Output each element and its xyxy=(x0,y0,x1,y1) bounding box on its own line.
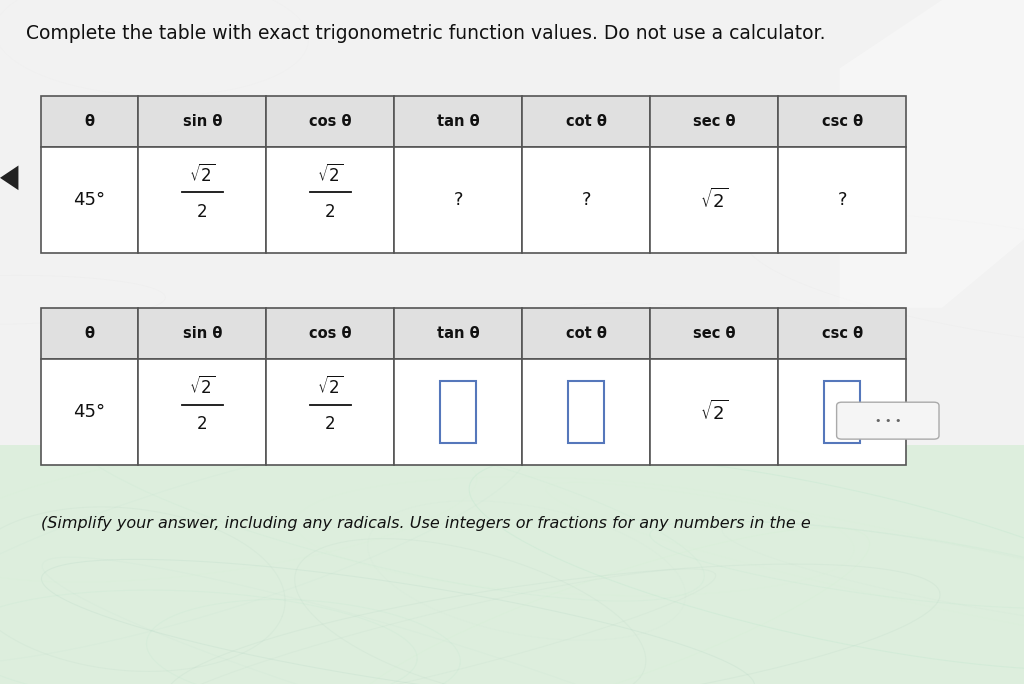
Bar xyxy=(266,308,394,359)
Text: • • •: • • • xyxy=(874,416,901,425)
Bar xyxy=(266,359,394,465)
Text: θ: θ xyxy=(85,114,94,129)
FancyBboxPatch shape xyxy=(837,402,939,439)
Bar xyxy=(440,382,476,443)
Text: ?: ? xyxy=(838,191,847,209)
Text: θ: θ xyxy=(85,326,94,341)
Bar xyxy=(650,308,778,359)
Text: sin θ: sin θ xyxy=(182,114,222,129)
Bar xyxy=(138,359,266,465)
Text: sin θ: sin θ xyxy=(182,326,222,341)
Bar xyxy=(778,147,906,253)
Text: csc θ: csc θ xyxy=(821,114,863,129)
Text: ?: ? xyxy=(582,191,591,209)
Bar xyxy=(778,359,906,465)
Text: $\sqrt{2}$: $\sqrt{2}$ xyxy=(317,376,343,398)
Bar xyxy=(41,147,138,253)
Text: 2: 2 xyxy=(197,415,208,433)
Bar xyxy=(522,308,650,359)
Bar xyxy=(0,445,1024,684)
Bar xyxy=(650,147,778,253)
Bar xyxy=(650,359,778,465)
Bar xyxy=(650,96,778,147)
Text: tan θ: tan θ xyxy=(437,326,479,341)
Text: ?: ? xyxy=(454,191,463,209)
Bar xyxy=(778,96,906,147)
Bar xyxy=(824,382,860,443)
Text: (Simplify your answer, including any radicals. Use integers or fractions for any: (Simplify your answer, including any rad… xyxy=(41,516,811,531)
Bar xyxy=(394,308,522,359)
Bar xyxy=(41,96,138,147)
Text: cot θ: cot θ xyxy=(566,326,606,341)
Bar xyxy=(138,147,266,253)
Bar xyxy=(41,359,138,465)
Text: 2: 2 xyxy=(325,415,336,433)
Bar xyxy=(522,96,650,147)
Text: csc θ: csc θ xyxy=(821,326,863,341)
Text: $\sqrt{2}$: $\sqrt{2}$ xyxy=(189,376,215,398)
Bar xyxy=(138,308,266,359)
Bar xyxy=(568,382,604,443)
Text: cot θ: cot θ xyxy=(566,114,606,129)
Text: $\sqrt{2}$: $\sqrt{2}$ xyxy=(700,188,728,212)
Text: 45°: 45° xyxy=(74,403,105,421)
Text: $\sqrt{2}$: $\sqrt{2}$ xyxy=(317,164,343,186)
Text: 2: 2 xyxy=(197,203,208,221)
Text: Complete the table with exact trigonometric function values. Do not use a calcul: Complete the table with exact trigonomet… xyxy=(26,24,825,43)
Bar xyxy=(0,0,1024,445)
Bar xyxy=(394,147,522,253)
Bar xyxy=(138,96,266,147)
Text: tan θ: tan θ xyxy=(437,114,479,129)
Polygon shape xyxy=(0,166,18,190)
Bar xyxy=(266,147,394,253)
Text: $\sqrt{2}$: $\sqrt{2}$ xyxy=(189,164,215,186)
Bar xyxy=(522,359,650,465)
Bar xyxy=(394,96,522,147)
Polygon shape xyxy=(840,0,1024,308)
Bar xyxy=(266,96,394,147)
Text: cos θ: cos θ xyxy=(309,326,351,341)
Text: 45°: 45° xyxy=(74,191,105,209)
Text: $\sqrt{2}$: $\sqrt{2}$ xyxy=(700,400,728,424)
Text: 2: 2 xyxy=(325,203,336,221)
Bar xyxy=(522,147,650,253)
Text: sec θ: sec θ xyxy=(693,326,735,341)
Bar xyxy=(394,359,522,465)
Text: cos θ: cos θ xyxy=(309,114,351,129)
Bar xyxy=(41,308,138,359)
Text: sec θ: sec θ xyxy=(693,114,735,129)
Bar xyxy=(778,308,906,359)
